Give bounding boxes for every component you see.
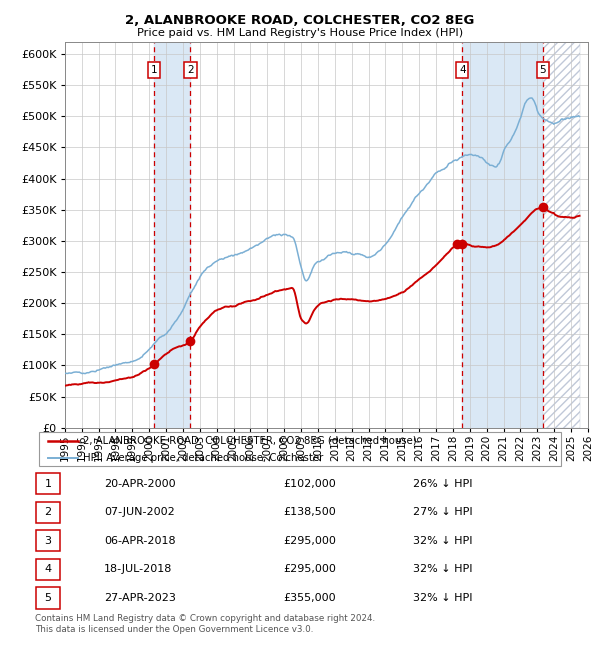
Text: 32% ↓ HPI: 32% ↓ HPI [413, 536, 472, 546]
Text: £295,000: £295,000 [283, 564, 336, 575]
Text: £138,500: £138,500 [283, 507, 336, 517]
Text: 1: 1 [151, 64, 158, 75]
Text: Price paid vs. HM Land Registry's House Price Index (HPI): Price paid vs. HM Land Registry's House … [137, 28, 463, 38]
Text: £355,000: £355,000 [283, 593, 336, 603]
Text: 07-JUN-2002: 07-JUN-2002 [104, 507, 175, 517]
Text: 2, ALANBROOKE ROAD, COLCHESTER, CO2 8EG (detached house): 2, ALANBROOKE ROAD, COLCHESTER, CO2 8EG … [83, 436, 417, 445]
Text: 5: 5 [44, 593, 52, 603]
Bar [462, 42, 543, 428]
Text: 27-APR-2023: 27-APR-2023 [104, 593, 176, 603]
Bar [543, 42, 580, 428]
Text: Contains HM Land Registry data © Crown copyright and database right 2024.
This d: Contains HM Land Registry data © Crown c… [35, 614, 375, 634]
Text: £295,000: £295,000 [283, 536, 336, 546]
Text: 1: 1 [44, 478, 52, 489]
Text: 2, ALANBROOKE ROAD, COLCHESTER, CO2 8EG: 2, ALANBROOKE ROAD, COLCHESTER, CO2 8EG [125, 14, 475, 27]
Text: HPI: Average price, detached house, Colchester: HPI: Average price, detached house, Colc… [83, 454, 323, 463]
Text: 26% ↓ HPI: 26% ↓ HPI [413, 478, 472, 489]
Text: 06-APR-2018: 06-APR-2018 [104, 536, 176, 546]
Text: 32% ↓ HPI: 32% ↓ HPI [413, 593, 472, 603]
Text: 3: 3 [44, 536, 52, 546]
Bar [154, 42, 190, 428]
Text: 32% ↓ HPI: 32% ↓ HPI [413, 564, 472, 575]
Text: 18-JUL-2018: 18-JUL-2018 [104, 564, 172, 575]
Text: 27% ↓ HPI: 27% ↓ HPI [413, 507, 472, 517]
Text: 2: 2 [44, 507, 52, 517]
Text: 2: 2 [187, 64, 194, 75]
Text: 20-APR-2000: 20-APR-2000 [104, 478, 176, 489]
Text: 4: 4 [44, 564, 52, 575]
Text: 5: 5 [539, 64, 546, 75]
Text: 4: 4 [459, 64, 466, 75]
Text: £102,000: £102,000 [283, 478, 336, 489]
